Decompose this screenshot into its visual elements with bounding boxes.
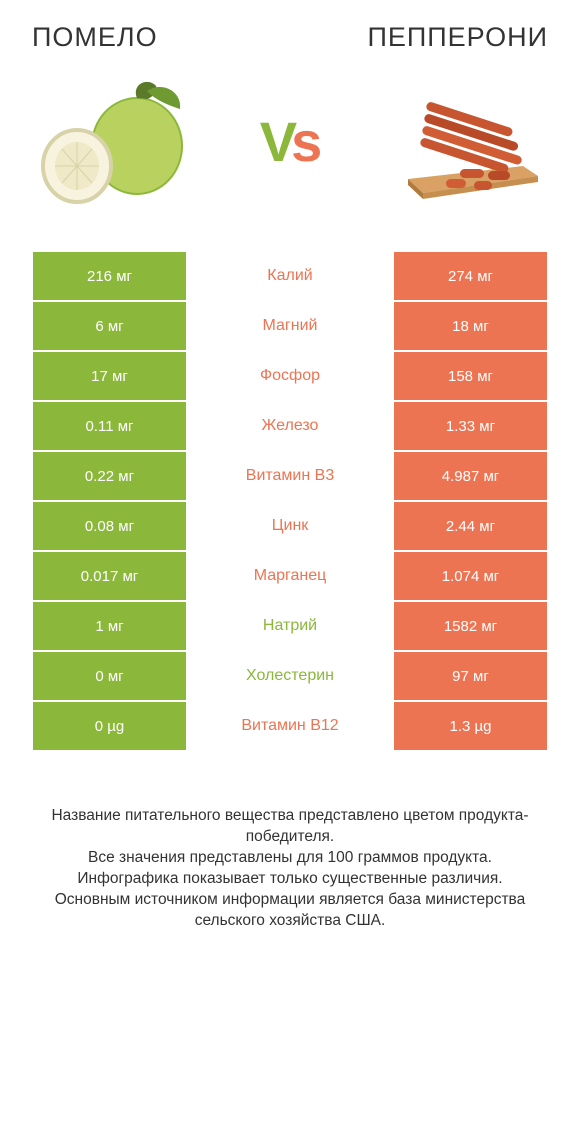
left-value-cell: 1 мг	[32, 601, 187, 651]
right-value-cell: 158 мг	[393, 351, 548, 401]
vs-row: V s	[32, 71, 548, 211]
left-value-cell: 0.22 мг	[32, 451, 187, 501]
right-value-cell: 4.987 мг	[393, 451, 548, 501]
vs-s: s	[291, 109, 320, 174]
vs-label: V s	[260, 109, 321, 174]
nutrient-label: Марганец	[187, 551, 393, 601]
nutrient-label: Витамин B12	[187, 701, 393, 751]
left-value-cell: 0 мг	[32, 651, 187, 701]
nutrient-label: Калий	[187, 251, 393, 301]
left-value-cell: 0.08 мг	[32, 501, 187, 551]
pomelo-image	[32, 71, 192, 211]
infographic-container: ПОМЕЛО ПЕППЕРОНИ V s	[0, 0, 580, 1144]
nutrient-label: Магний	[187, 301, 393, 351]
table-row: 216 мгКалий274 мг	[32, 251, 548, 301]
footer-line-4: Основным источником информации является …	[42, 890, 538, 932]
right-value-cell: 274 мг	[393, 251, 548, 301]
nutrient-label: Железо	[187, 401, 393, 451]
nutrient-label: Фосфор	[187, 351, 393, 401]
table-row: 0.017 мгМарганец1.074 мг	[32, 551, 548, 601]
right-value-cell: 18 мг	[393, 301, 548, 351]
right-value-cell: 1.33 мг	[393, 401, 548, 451]
left-product-title: ПОМЕЛО	[32, 22, 158, 53]
right-value-cell: 97 мг	[393, 651, 548, 701]
left-value-cell: 216 мг	[32, 251, 187, 301]
nutrient-label: Цинк	[187, 501, 393, 551]
right-value-cell: 1.074 мг	[393, 551, 548, 601]
table-row: 0 мгХолестерин97 мг	[32, 651, 548, 701]
footer-line-3: Инфографика показывает только существенн…	[42, 869, 538, 890]
table-row: 0.08 мгЦинк2.44 мг	[32, 501, 548, 551]
left-value-cell: 6 мг	[32, 301, 187, 351]
nutrient-label: Витамин B3	[187, 451, 393, 501]
table-row: 0 µgВитамин B121.3 µg	[32, 701, 548, 751]
footer-line-2: Все значения представлены для 100 граммо…	[42, 848, 538, 869]
footer-text: Название питательного вещества представл…	[32, 806, 548, 932]
table-row: 6 мгМагний18 мг	[32, 301, 548, 351]
table-row: 0.11 мгЖелезо1.33 мг	[32, 401, 548, 451]
right-value-cell: 1582 мг	[393, 601, 548, 651]
right-value-cell: 1.3 µg	[393, 701, 548, 751]
pepperoni-image	[388, 71, 548, 211]
comparison-table: 216 мгКалий274 мг6 мгМагний18 мг17 мгФос…	[32, 251, 548, 751]
right-product-title: ПЕППЕРОНИ	[367, 22, 548, 53]
table-row: 0.22 мгВитамин B34.987 мг	[32, 451, 548, 501]
table-row: 17 мгФосфор158 мг	[32, 351, 548, 401]
footer-line-1: Название питательного вещества представл…	[42, 806, 538, 848]
table-row: 1 мгНатрий1582 мг	[32, 601, 548, 651]
nutrient-label: Натрий	[187, 601, 393, 651]
left-value-cell: 0 µg	[32, 701, 187, 751]
vs-v: V	[260, 109, 295, 174]
right-value-cell: 2.44 мг	[393, 501, 548, 551]
left-value-cell: 0.017 мг	[32, 551, 187, 601]
left-value-cell: 0.11 мг	[32, 401, 187, 451]
titles-row: ПОМЕЛО ПЕППЕРОНИ	[32, 22, 548, 53]
nutrient-label: Холестерин	[187, 651, 393, 701]
left-value-cell: 17 мг	[32, 351, 187, 401]
